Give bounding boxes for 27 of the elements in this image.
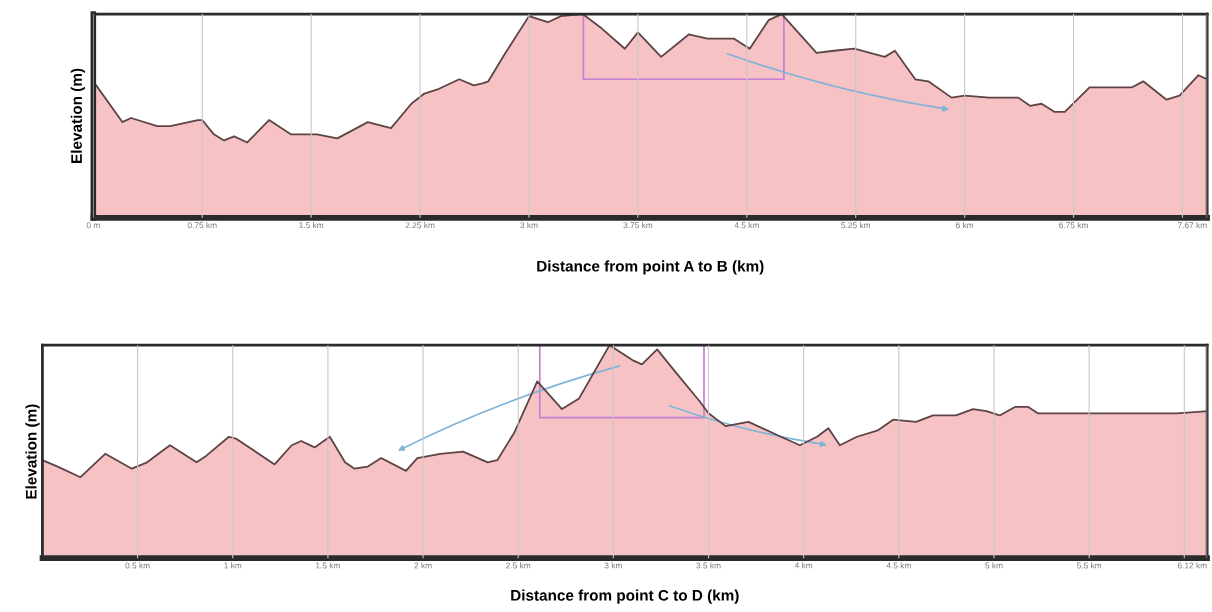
y-axis-title: Elevation (m) [25, 404, 40, 499]
x-tick-label: 6 km [956, 222, 974, 229]
x-tick-label: 3 km [604, 562, 622, 569]
y-axis-title: Elevation (m) [70, 68, 85, 163]
x-tick-label: 1.5 km [316, 562, 340, 569]
x-tick-label: 3 km [520, 222, 538, 229]
x-tick-label: 5.25 km [841, 222, 870, 229]
x-tick-label: 5.5 km [1076, 562, 1102, 569]
x-tick-label: 0.5 km [125, 562, 150, 569]
x-tick-label: 3.5 km [696, 562, 721, 569]
x-tick-label: 5 km [985, 562, 1003, 569]
x-tick-label: 1 km [224, 562, 242, 569]
x-tick-label: 6.75 km [1059, 222, 1088, 229]
x-tick-label: 2 km [414, 562, 432, 569]
x-tick-label: 0.75 km [187, 222, 217, 229]
x-tick-label: 3.75 km [623, 222, 653, 229]
x-tick-label: 7.67 km [1177, 222, 1207, 229]
x-axis-title: Distance from point C to D (km) [511, 589, 739, 604]
x-tick-label: 2.5 km [506, 562, 531, 569]
x-tick-label: 2.25 km [405, 222, 435, 229]
x-tick-label: 4.5 km [886, 562, 911, 569]
x-tick-label: 6.12 km [1177, 562, 1207, 569]
x-axis-title: Distance from point A to B (km) [537, 260, 764, 275]
x-tick-label: 1.5 km [299, 222, 324, 229]
x-tick-label: 4 km [794, 562, 813, 569]
x-tick-label: 0 m [86, 222, 100, 229]
x-tick-label: 4.5 km [734, 222, 759, 229]
